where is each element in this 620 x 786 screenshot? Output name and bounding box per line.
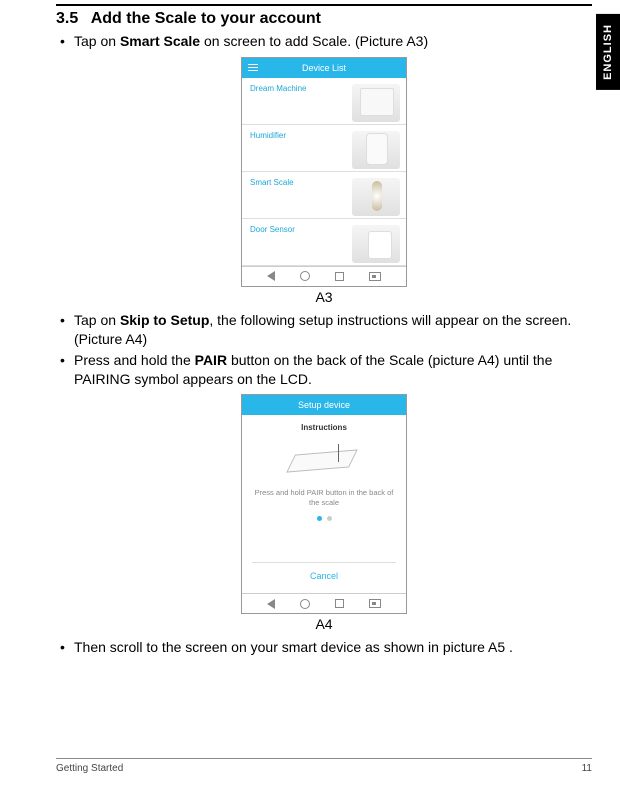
instructions-heading: Instructions xyxy=(301,423,347,432)
cancel-button[interactable]: Cancel xyxy=(252,562,396,589)
scale-illustration xyxy=(284,438,364,478)
text-bold: PAIR xyxy=(195,352,227,368)
back-icon[interactable] xyxy=(267,271,275,281)
device-thumb xyxy=(352,178,400,216)
caption-a3: A3 xyxy=(56,289,592,305)
phone-a4: Setup device Instructions Press and hold… xyxy=(241,394,407,614)
recents-icon[interactable] xyxy=(335,599,344,608)
page-footer: Getting Started 11 xyxy=(56,758,592,774)
caption-a4: A4 xyxy=(56,616,592,632)
bullet-3: • Press and hold the PAIR button on the … xyxy=(56,351,592,389)
page-content: 3.5 Add the Scale to your account • Tap … xyxy=(0,0,620,657)
bullet-4: • Then scroll to the screen on your smar… xyxy=(56,638,592,657)
bullet-marker: • xyxy=(60,638,74,657)
device-row-humidifier[interactable]: Humidifier xyxy=(242,125,406,172)
home-icon[interactable] xyxy=(300,599,310,609)
device-thumb xyxy=(352,225,400,263)
device-label: Door Sensor xyxy=(250,225,295,234)
text-bold: Skip to Setup xyxy=(120,312,209,328)
dot xyxy=(327,516,332,521)
phone-a3: Device List Dream Machine Humidifier Sma… xyxy=(241,57,407,287)
footer-right: 11 xyxy=(582,763,592,774)
text-bold: Smart Scale xyxy=(120,33,200,49)
device-label: Smart Scale xyxy=(250,178,294,187)
bullet-2: • Tap on Skip to Setup, the following se… xyxy=(56,311,592,349)
text: Tap on xyxy=(74,33,120,49)
titlebar-text: Device List xyxy=(302,63,346,73)
setup-body: Instructions Press and hold PAIR button … xyxy=(242,415,406,593)
menu-icon[interactable] xyxy=(248,64,258,71)
text: Press and hold the xyxy=(74,352,195,368)
text: Then scroll to the screen on your smart … xyxy=(74,638,592,657)
device-row-dream[interactable]: Dream Machine xyxy=(242,78,406,125)
device-label: Dream Machine xyxy=(250,84,306,93)
bullet-marker: • xyxy=(60,32,74,51)
bullet-1: • Tap on Smart Scale on screen to add Sc… xyxy=(56,32,592,51)
page-indicator xyxy=(317,516,332,521)
device-row-door[interactable]: Door Sensor xyxy=(242,219,406,266)
footer-left: Getting Started xyxy=(56,763,123,774)
app-titlebar: Setup device xyxy=(242,395,406,415)
bullet-marker: • xyxy=(60,311,74,349)
device-thumb xyxy=(352,131,400,169)
device-label: Humidifier xyxy=(250,131,286,140)
text: Tap on xyxy=(74,312,120,328)
section-title: Add the Scale to your account xyxy=(91,10,321,27)
language-tab: ENGLISH xyxy=(596,14,620,90)
text: on screen to add Scale. (Picture A3) xyxy=(200,33,428,49)
app-titlebar: Device List xyxy=(242,58,406,78)
android-nav xyxy=(242,266,406,286)
android-nav xyxy=(242,593,406,613)
back-icon[interactable] xyxy=(267,599,275,609)
bullet-marker: • xyxy=(60,351,74,389)
setup-instruction-text: Press and hold PAIR button in the back o… xyxy=(252,488,396,508)
dot-active xyxy=(317,516,322,521)
titlebar-text: Setup device xyxy=(298,400,350,410)
section-number: 3.5 xyxy=(56,10,78,27)
device-thumb xyxy=(352,84,400,122)
recents-icon[interactable] xyxy=(335,272,344,281)
device-row-scale[interactable]: Smart Scale xyxy=(242,172,406,219)
screenshot-icon[interactable] xyxy=(369,272,381,281)
screenshot-icon[interactable] xyxy=(369,599,381,608)
home-icon[interactable] xyxy=(300,271,310,281)
section-heading: 3.5 Add the Scale to your account xyxy=(56,4,592,28)
